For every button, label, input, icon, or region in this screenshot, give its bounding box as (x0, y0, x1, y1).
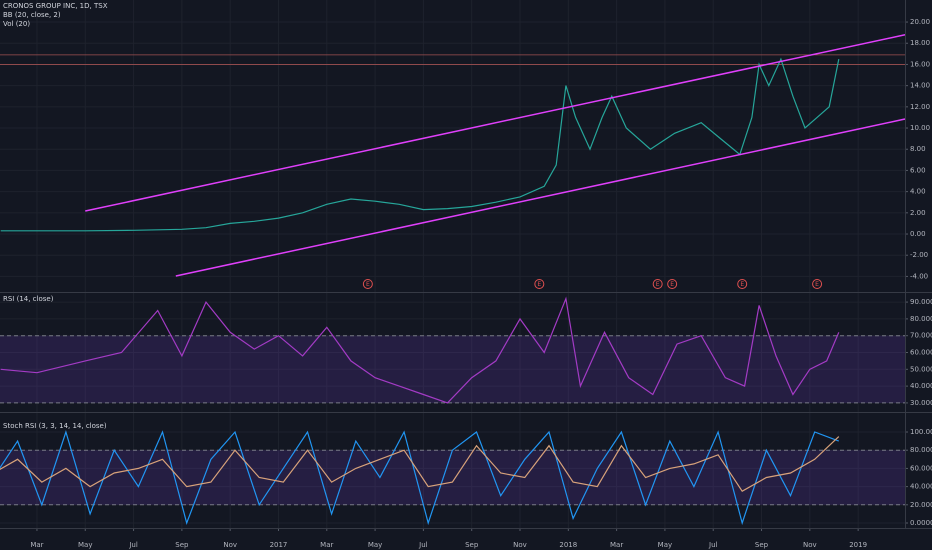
x-tick-label: Nov (803, 541, 817, 549)
y-tick-label: 4.00 (910, 188, 926, 196)
event-marker (737, 279, 748, 289)
y-tick-label: 0.00 (910, 230, 926, 238)
trendline (175, 118, 906, 277)
series-line (0, 429, 840, 526)
y-tick-label: 6.00 (910, 166, 926, 174)
y-tick-label: 40.0000 (910, 483, 932, 491)
x-tick-label: Sep (755, 541, 769, 549)
y-tick-label: 60.0000 (910, 349, 932, 357)
event-label: E (815, 281, 819, 288)
x-tick-label: Jul (128, 541, 138, 549)
y-tick-label: 12.00 (910, 103, 930, 111)
x-tick-label: Nov (223, 541, 237, 549)
y-tick-label: -4.00 (910, 272, 928, 280)
x-tick-label: May (658, 541, 672, 549)
event-marker (652, 279, 663, 289)
event-label: E (670, 281, 674, 288)
x-tick-label: Mar (610, 541, 623, 549)
y-tick-label: 10.00 (910, 124, 930, 132)
x-tick-label: May (78, 541, 92, 549)
y-tick-label: 80.0000 (910, 446, 932, 454)
series-line (0, 436, 840, 492)
x-tick-label: May (368, 541, 382, 549)
y-tick-label: 8.00 (910, 145, 926, 153)
x-tick-label: Jul (708, 541, 718, 549)
indicator-label: Vol (20) (3, 20, 30, 28)
event-marker (812, 279, 823, 289)
event-label: E (537, 281, 541, 288)
y-tick-label: 70.0000 (910, 332, 932, 340)
event-marker (362, 279, 373, 289)
x-tick-label: 2018 (559, 541, 577, 549)
y-tick-label: 50.0000 (910, 365, 932, 373)
x-tick-label: Nov (513, 541, 527, 549)
x-tick-label: Sep (175, 541, 189, 549)
x-tick-label: Mar (320, 541, 333, 549)
y-tick-label: 2.00 (910, 209, 926, 217)
event-label: E (740, 281, 744, 288)
y-tick-label: 20.00 (910, 18, 930, 26)
indicator-label: RSI (14, close) (3, 295, 54, 303)
y-tick-label: 90.0000 (910, 298, 932, 306)
x-tick-label: 2017 (270, 541, 288, 549)
y-tick-label: 16.00 (910, 60, 930, 68)
y-tick-label: 100.0000 (910, 428, 932, 436)
y-tick-label: 40.0000 (910, 382, 932, 390)
series-line (0, 296, 840, 404)
indicator-label: BB (20, close, 2) (3, 11, 61, 19)
x-tick-label: Sep (465, 541, 479, 549)
y-tick-label: -2.00 (910, 251, 928, 259)
event-label: E (656, 281, 660, 288)
x-tick-label: 2019 (849, 541, 867, 549)
x-tick-label: Mar (30, 541, 43, 549)
y-tick-label: 0.0000 (910, 519, 932, 527)
event-marker (667, 279, 678, 289)
band (0, 335, 905, 403)
y-tick-label: 80.0000 (910, 315, 932, 323)
indicator-label: Stoch RSI (3, 3, 14, 14, close) (3, 422, 107, 430)
x-tick-label: Jul (418, 541, 428, 549)
trendline (85, 34, 906, 212)
y-tick-label: 20.0000 (910, 501, 932, 509)
y-tick-label: 60.0000 (910, 464, 932, 472)
series-line (0, 57, 840, 232)
y-tick-label: 14.00 (910, 82, 930, 90)
y-tick-label: 18.00 (910, 39, 930, 47)
y-tick-label: 30.0000 (910, 399, 932, 407)
event-label: E (366, 281, 370, 288)
event-marker (534, 279, 545, 289)
symbol-title: CRONOS GROUP INC, 1D, TSX (3, 2, 108, 10)
